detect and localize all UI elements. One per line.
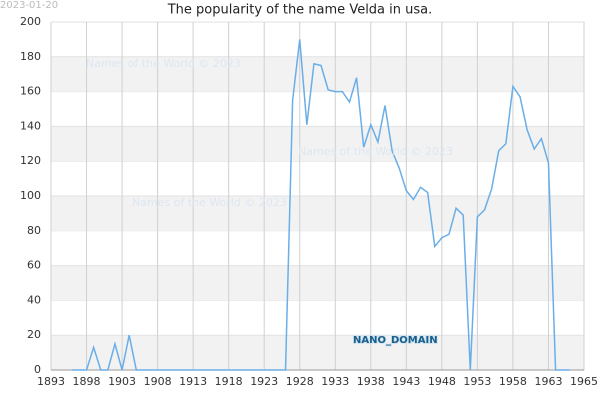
grid-band xyxy=(51,196,584,231)
x-tick-label: 1923 xyxy=(250,375,278,388)
y-tick-label: 180 xyxy=(20,50,41,63)
plot xyxy=(72,39,570,371)
y-tick-label: 20 xyxy=(27,328,41,341)
line xyxy=(72,39,570,371)
y-tick-label: 120 xyxy=(20,154,41,167)
x-tick-label: 1953 xyxy=(463,375,491,388)
watermark: Names of the World © 2023 xyxy=(298,145,453,158)
x-tick-label: 1898 xyxy=(73,375,101,388)
x-tick-label: 1908 xyxy=(144,375,172,388)
watermark: Names of the World © 2023 xyxy=(86,57,241,70)
y-tick-label: 160 xyxy=(20,85,41,98)
x-tick-label: 1948 xyxy=(428,375,456,388)
y-tick-label: 80 xyxy=(27,224,41,237)
grid-band xyxy=(51,265,584,301)
x-tick-label: 1943 xyxy=(392,375,420,388)
x-tick-label: 1918 xyxy=(215,375,243,388)
x-tick-label: 1893 xyxy=(37,375,65,388)
grid-band xyxy=(51,335,584,370)
y-tick-label: 100 xyxy=(20,189,41,202)
x-tick-label: 1903 xyxy=(108,375,136,388)
x-tick-label: 1965 xyxy=(570,375,598,388)
x-tick-label: 1938 xyxy=(357,375,385,388)
date-stamp: 2023-01-20 xyxy=(0,0,58,11)
y-tick-label: 60 xyxy=(27,259,41,272)
watermark: Names of the World © 2023 xyxy=(132,196,287,209)
brand: NANO_DOMAIN xyxy=(353,335,438,346)
y-tick-label: 200 xyxy=(20,15,41,28)
y-tick-label: 140 xyxy=(20,119,41,132)
y-tick-label: 40 xyxy=(27,293,41,306)
x-tick-label: 1963 xyxy=(534,375,562,388)
x-tick-label: 1913 xyxy=(179,375,207,388)
chart-title: The popularity of the name Velda in usa. xyxy=(167,3,433,18)
y-tick-label: 0 xyxy=(34,363,41,376)
x-tick-label: 1928 xyxy=(286,375,314,388)
x-tick-label: 1958 xyxy=(499,375,527,388)
grid-band xyxy=(51,126,584,162)
x-tick-label: 1933 xyxy=(321,375,349,388)
grid xyxy=(50,21,585,371)
grid-band xyxy=(51,56,584,92)
